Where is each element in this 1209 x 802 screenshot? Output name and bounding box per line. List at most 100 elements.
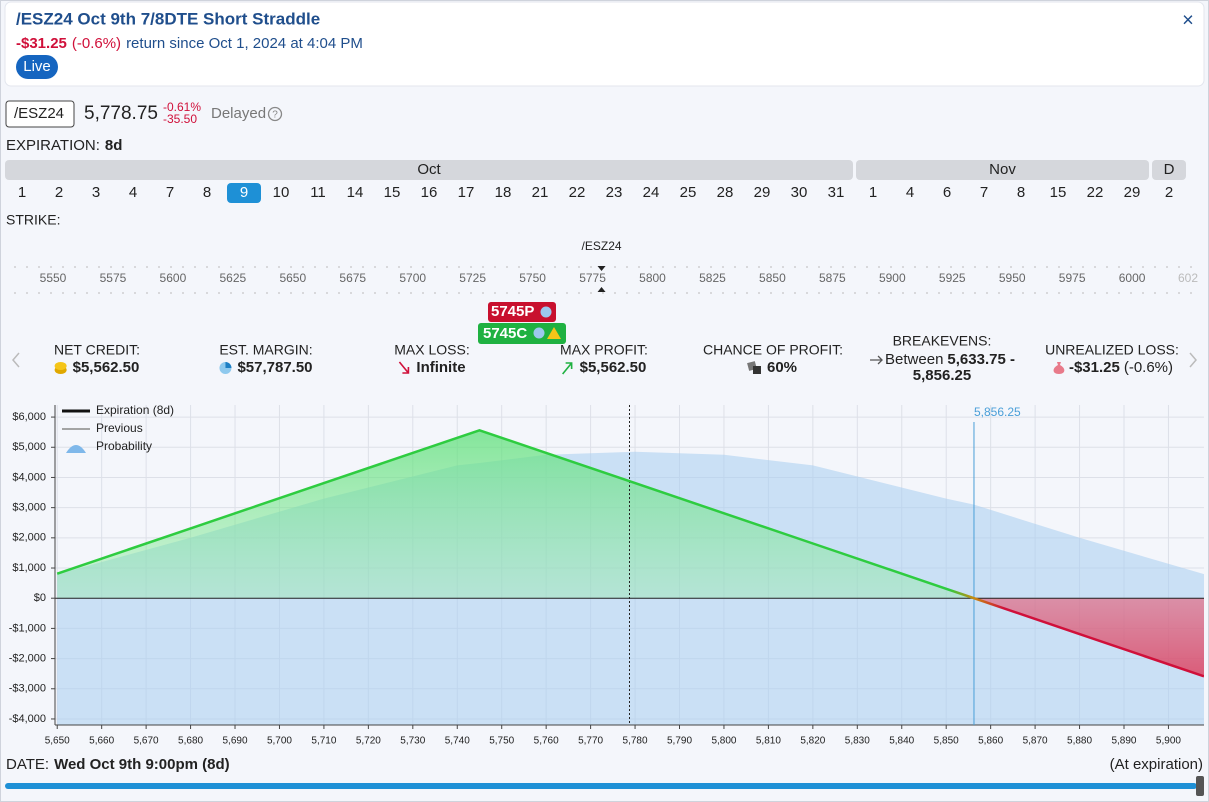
day[interactable]: 25: [680, 184, 697, 201]
stat-number: $5,562.50: [73, 359, 140, 376]
day[interactable]: 2: [1165, 184, 1173, 201]
date-value: Wed Oct 9th 9:00pm (8d): [54, 756, 230, 773]
legend-label: Probability: [96, 439, 152, 453]
header-card: [4, 1, 1205, 87]
return-text: return since Oct 1, 2024 at 4:04 PM: [126, 35, 363, 52]
chevron-left[interactable]: [12, 352, 20, 368]
leg-icon: [533, 327, 545, 339]
day[interactable]: 9: [240, 184, 248, 201]
day[interactable]: 6: [943, 184, 951, 201]
legend-label: Previous: [96, 421, 143, 435]
day[interactable]: 15: [1050, 184, 1067, 201]
x-tick-label: 5,760: [534, 736, 559, 747]
x-tick-label: 5,850: [934, 736, 959, 747]
strike: 5725: [459, 271, 486, 285]
stat-value: 5,856.25: [913, 367, 971, 384]
status-badge: [16, 55, 58, 79]
day[interactable]: 2: [55, 184, 63, 201]
day[interactable]: 4: [906, 184, 914, 201]
return-value: -$31.25: [16, 35, 67, 52]
day[interactable]: 22: [569, 184, 586, 201]
symbol-input[interactable]: [5, 100, 75, 128]
expiration-line: [56, 428, 1204, 678]
day[interactable]: 11: [310, 184, 326, 201]
dice-icon: [752, 366, 761, 374]
day[interactable]: 17: [458, 184, 475, 201]
profit-fill: [57, 430, 974, 598]
day[interactable]: 30: [791, 184, 808, 201]
slider-handle[interactable]: [1196, 776, 1204, 796]
strike: 5675: [339, 271, 366, 285]
y-tick-label: $1,000: [12, 562, 46, 574]
expiration-value: 8d: [105, 137, 123, 154]
title: /ESZ24 Oct 9th 7/8DTE Short Straddle: [16, 9, 320, 28]
day[interactable]: 7: [980, 184, 988, 201]
stat-value: -$31.25 (-0.6%): [1069, 359, 1173, 376]
pie-icon: [225, 362, 232, 368]
date-note: (At expiration): [1110, 756, 1203, 773]
down-icon: [398, 361, 410, 374]
bag-icon: [1053, 362, 1065, 374]
strike: 5975: [1059, 271, 1086, 285]
x-tick-label: 5,880: [1067, 736, 1092, 747]
day[interactable]: 3: [92, 184, 100, 201]
chevron-right[interactable]: [1189, 352, 1197, 368]
x-tick-label: 5,660: [89, 736, 114, 747]
stat-label: MAX PROFIT:: [560, 342, 648, 358]
strike-label: STRIKE:: [6, 212, 60, 228]
stat-value: $5,562.50: [73, 359, 140, 376]
stat-value: $5,562.50: [580, 359, 647, 376]
expiration-label: EXPIRATION: 8d: [6, 137, 122, 154]
day[interactable]: 1: [869, 184, 877, 201]
status: Live: [23, 58, 51, 75]
expiration-title: EXPIRATION:: [6, 137, 100, 154]
day[interactable]: 8: [203, 184, 211, 201]
x-tick-label: 5,820: [800, 736, 825, 747]
day[interactable]: 10: [273, 184, 290, 201]
breakeven-label: 5,856.25: [974, 405, 1021, 419]
day[interactable]: 7: [166, 184, 174, 201]
return-line: -$31.25 (-0.6%) return since Oct 1, 2024 a…: [16, 35, 363, 52]
leg-icon: [540, 306, 552, 318]
date-slider[interactable]: [5, 783, 1197, 789]
x-tick-label: 5,800: [711, 736, 736, 747]
warning-icon: [547, 327, 561, 339]
return-pct: (-0.6%): [72, 35, 121, 52]
leg-call[interactable]: [478, 323, 566, 344]
strike: 5600: [160, 271, 187, 285]
day[interactable]: 16: [421, 184, 438, 201]
help-icon: [267, 106, 283, 122]
y-tick-label: $2,000: [12, 532, 46, 544]
y-tick-label: -$4,000: [9, 713, 46, 725]
close-button[interactable]: ×: [1182, 9, 1194, 31]
help: ?: [272, 110, 278, 121]
day[interactable]: 22: [1087, 184, 1104, 201]
leg-put[interactable]: [488, 302, 556, 322]
day[interactable]: 14: [347, 184, 364, 201]
day[interactable]: 4: [129, 184, 137, 201]
day[interactable]: 29: [754, 184, 771, 201]
day[interactable]: 1: [18, 184, 26, 201]
day[interactable]: 31: [828, 184, 845, 201]
y-tick-label: $3,000: [12, 502, 46, 514]
y-tick-label: $0: [34, 592, 46, 604]
strike: 5850: [759, 271, 786, 285]
day[interactable]: 8: [1017, 184, 1025, 201]
x-tick-label: 5,810: [756, 736, 781, 747]
price: 5,778.75: [84, 103, 158, 124]
underlying: /ESZ24: [582, 239, 622, 253]
stat-value: 60%: [767, 359, 797, 376]
day[interactable]: 15: [384, 184, 401, 201]
day[interactable]: 29: [1124, 184, 1141, 201]
day[interactable]: 18: [495, 184, 512, 201]
day[interactable]: 23: [606, 184, 623, 201]
stat-label: EST. MARGIN:: [219, 342, 312, 358]
day[interactable]: 28: [717, 184, 734, 201]
date-title: DATE:: [6, 756, 49, 773]
stat-number: -$31.25: [1069, 359, 1120, 376]
stat-number: Infinite: [416, 359, 465, 376]
day[interactable]: 21: [532, 184, 549, 201]
day[interactable]: 24: [643, 184, 660, 201]
